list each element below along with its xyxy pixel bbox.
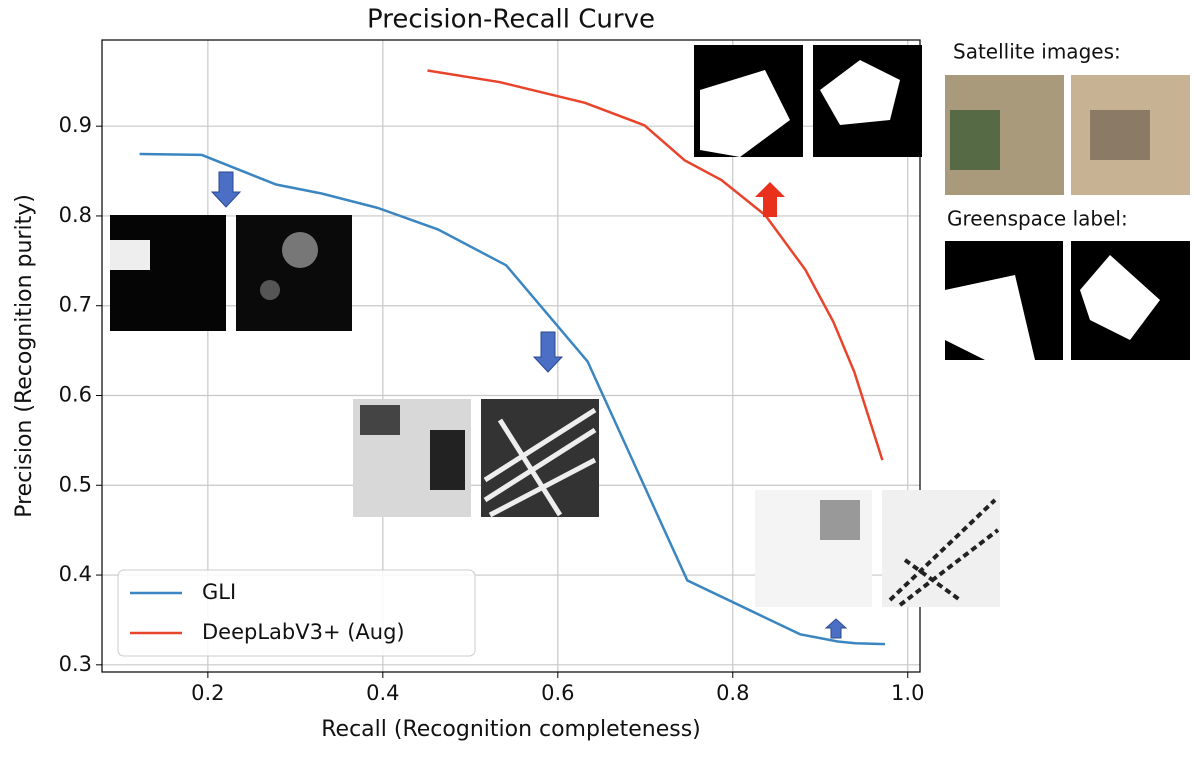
y-tick-label: 0.5 bbox=[59, 472, 92, 496]
y-tick-label: 0.9 bbox=[59, 113, 92, 137]
inset-detail bbox=[260, 280, 280, 300]
arrow bbox=[210, 171, 242, 208]
x-tick-label: 1.0 bbox=[891, 681, 924, 705]
inset-detail bbox=[820, 60, 900, 125]
x-tick-label: 0.6 bbox=[541, 681, 574, 705]
y-tick-label: 0.8 bbox=[59, 203, 92, 227]
annotation: Greenspace label: bbox=[947, 207, 1128, 231]
inset-detail bbox=[700, 70, 790, 157]
inset bbox=[110, 215, 226, 331]
inset-detail bbox=[888, 498, 1000, 607]
inset-detail bbox=[1090, 110, 1150, 160]
legend-label: GLI bbox=[202, 580, 236, 604]
y-tick-label: 0.4 bbox=[59, 562, 92, 586]
x-tick-label: 0.4 bbox=[366, 681, 399, 705]
inset-detail bbox=[820, 500, 860, 540]
plot-frame bbox=[101, 39, 921, 673]
inset-detail bbox=[360, 405, 400, 435]
inset-detail bbox=[483, 407, 597, 518]
annotation: Satellite images: bbox=[953, 40, 1121, 64]
arrow bbox=[755, 182, 785, 217]
inset-detail bbox=[282, 232, 318, 268]
y-tick-label: 0.3 bbox=[59, 652, 92, 676]
chart-title: Precision-Recall Curve bbox=[367, 5, 655, 35]
legend-label: DeepLabV3+ (Aug) bbox=[202, 620, 405, 644]
arrow bbox=[532, 331, 564, 373]
y-axis-label: Precision (Recognition purity) bbox=[12, 194, 37, 518]
legend-box bbox=[117, 569, 476, 657]
y-tick-label: 0.6 bbox=[59, 383, 92, 407]
inset-images bbox=[110, 45, 1190, 607]
inset-detail bbox=[1080, 255, 1160, 340]
inset-detail bbox=[430, 430, 465, 490]
inset-detail bbox=[950, 110, 1000, 170]
arrow bbox=[824, 618, 848, 639]
x-tick-label: 0.2 bbox=[191, 681, 224, 705]
series-line bbox=[427, 69, 884, 461]
x-axis-label: Recall (Recognition completeness) bbox=[321, 717, 701, 742]
y-tick-label: 0.7 bbox=[59, 293, 92, 317]
inset bbox=[236, 215, 352, 331]
inset-detail bbox=[110, 240, 150, 270]
inset-detail bbox=[945, 275, 1035, 360]
x-tick-label: 0.8 bbox=[716, 681, 749, 705]
series-line bbox=[139, 152, 886, 646]
lines bbox=[139, 69, 886, 646]
legend: GLI DeepLabV3+ (Aug) bbox=[117, 569, 476, 657]
